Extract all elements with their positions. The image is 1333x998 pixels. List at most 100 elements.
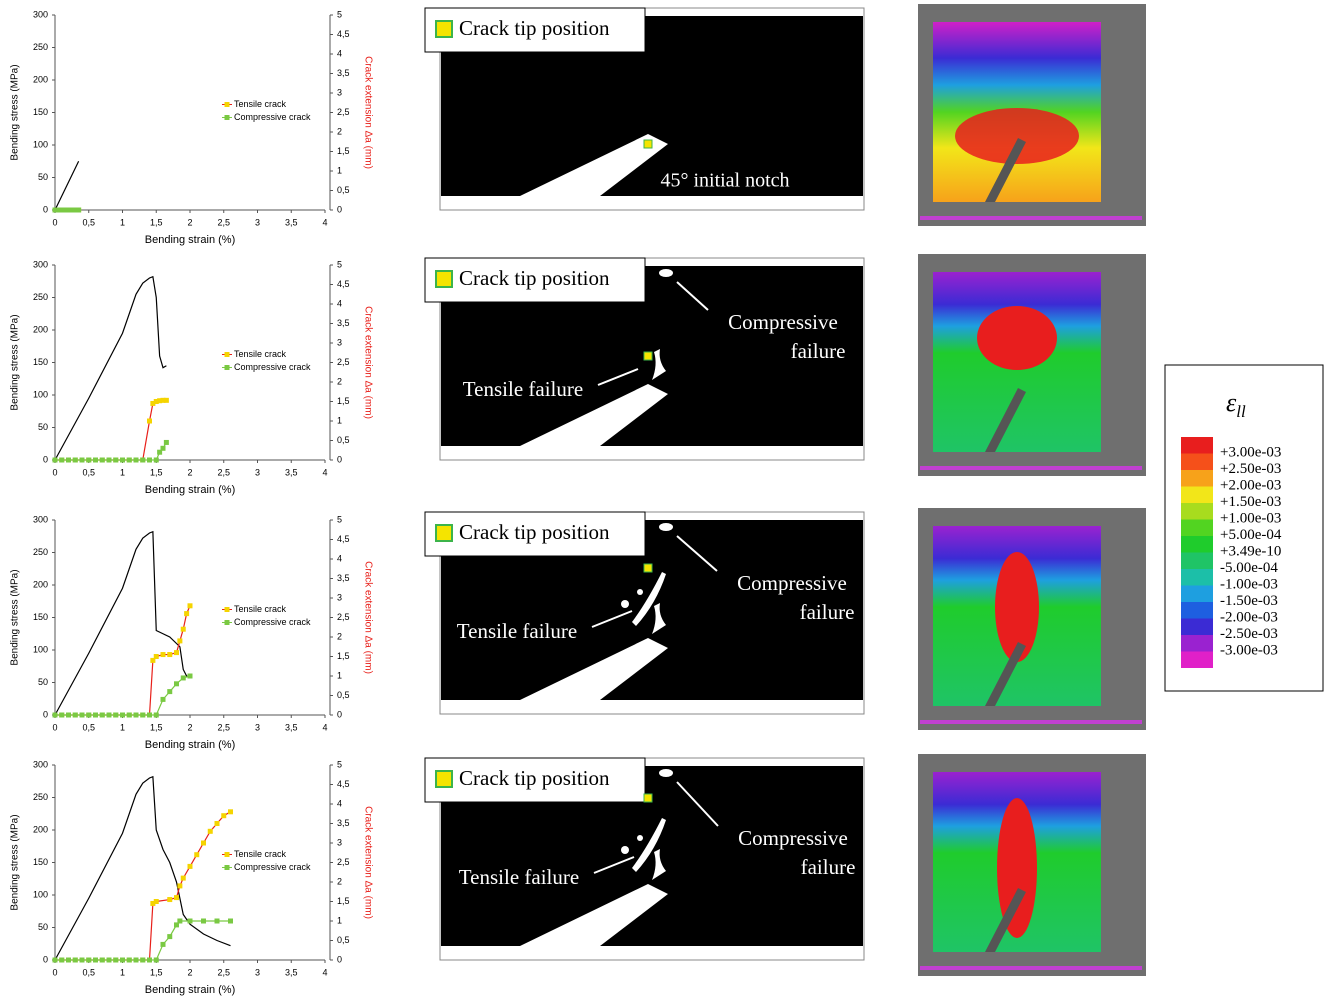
crack-tip-label: Crack tip position xyxy=(459,266,610,290)
legend-label: Tensile crack xyxy=(234,349,287,359)
legend-label: Compressive crack xyxy=(234,617,311,627)
marker xyxy=(86,957,92,963)
y2-tick-label: 5 xyxy=(337,259,342,269)
marker xyxy=(140,957,146,963)
legend-label: Tensile crack xyxy=(234,604,287,614)
y2-tick-label: 4 xyxy=(337,48,342,58)
y2-tick-label: 4 xyxy=(337,798,342,808)
y-tick-label: 300 xyxy=(33,514,48,524)
marker xyxy=(177,918,183,924)
y-tick-label: 250 xyxy=(33,547,48,557)
legend-marker xyxy=(224,607,230,612)
marker xyxy=(228,809,233,815)
marker xyxy=(174,922,179,928)
x-tick-label: 2,5 xyxy=(217,217,230,227)
y-axis-label: Bending stress (MPa) xyxy=(10,64,21,160)
x-tick-label: 3,5 xyxy=(285,467,298,477)
arrow xyxy=(676,781,719,827)
marker xyxy=(93,457,98,463)
y2-tick-label: 3,5 xyxy=(337,818,350,828)
marker xyxy=(174,681,179,687)
y-tick-label: 300 xyxy=(33,9,48,19)
notch xyxy=(520,638,668,700)
y2-tick-label: 1 xyxy=(337,915,342,925)
colorbar-label: -1.00e-03 xyxy=(1220,576,1278,592)
marker xyxy=(174,650,179,656)
marker xyxy=(147,712,152,718)
crack-tip-marker xyxy=(643,351,653,361)
series-line xyxy=(55,675,191,716)
marker xyxy=(194,852,200,858)
marker xyxy=(59,207,65,213)
x-tick-label: 2 xyxy=(187,217,192,227)
crack-tip-label: Crack tip position xyxy=(459,16,610,40)
y2-tick-label: 3 xyxy=(337,337,342,347)
y-tick-label: 50 xyxy=(38,922,48,932)
y2-tick-label: 3,5 xyxy=(337,68,350,78)
y-tick-label: 300 xyxy=(33,759,48,769)
notch xyxy=(985,888,1026,952)
x-tick-label: 0,5 xyxy=(82,217,95,227)
marker xyxy=(62,207,68,213)
x-tick-label: 0 xyxy=(52,967,57,977)
marker xyxy=(59,457,65,463)
marker xyxy=(113,957,119,963)
notch xyxy=(985,388,1026,452)
legend-label: Tensile crack xyxy=(234,849,287,859)
marker xyxy=(52,207,58,213)
legend-marker xyxy=(224,352,230,357)
y2-tick-label: 5 xyxy=(337,9,342,19)
notch xyxy=(985,138,1026,202)
marker xyxy=(228,918,233,924)
notch xyxy=(985,642,1026,706)
x-tick-label: 1 xyxy=(120,722,125,732)
y2-tick-label: 2 xyxy=(337,376,342,386)
x-tick-label: 2 xyxy=(187,467,192,477)
y2-tick-label: 1 xyxy=(337,670,342,680)
y2-tick-label: 0 xyxy=(337,454,342,464)
compressive-label: Compressive xyxy=(728,310,838,334)
arrow xyxy=(597,368,639,386)
debris xyxy=(637,589,643,595)
colorbar-label: +1.50e-03 xyxy=(1220,494,1281,510)
marker xyxy=(55,207,61,213)
colorbar-label: +2.00e-03 xyxy=(1220,477,1281,493)
y-tick-label: 250 xyxy=(33,792,48,802)
y-tick-label: 0 xyxy=(43,204,48,214)
marker xyxy=(147,457,152,463)
y2-tick-label: 5 xyxy=(337,759,342,769)
x-tick-label: 1,5 xyxy=(150,467,163,477)
series-line xyxy=(55,920,231,961)
marker xyxy=(214,821,220,826)
crack-tip-box xyxy=(424,257,646,303)
compressive-spot xyxy=(659,269,673,277)
y-tick-label: 100 xyxy=(33,889,48,899)
strain-zone xyxy=(997,798,1037,938)
marker xyxy=(72,957,78,963)
x-tick-label: 0 xyxy=(52,467,57,477)
colorbar-swatch xyxy=(1181,651,1213,668)
colorbar-label: -2.50e-03 xyxy=(1220,626,1278,642)
compressive-label: Compressive xyxy=(738,826,848,850)
y2-tick-label: 1 xyxy=(337,165,342,175)
notch xyxy=(520,384,668,446)
series-line xyxy=(55,442,167,461)
compressive-label: failure xyxy=(791,339,846,363)
marker xyxy=(150,400,156,406)
x-tick-label: 3,5 xyxy=(285,217,298,227)
tensile-branch xyxy=(632,818,666,872)
y2-tick-label: 0,5 xyxy=(337,690,350,700)
marker xyxy=(66,712,71,718)
marker xyxy=(113,712,119,718)
marker xyxy=(160,696,166,702)
legend-marker xyxy=(224,865,230,870)
colorbar-label: +3.49e-10 xyxy=(1220,543,1281,559)
marker xyxy=(153,654,159,659)
crack-tip-box xyxy=(424,757,646,803)
colorbar-swatch xyxy=(1181,536,1213,553)
marker xyxy=(52,457,58,463)
marker xyxy=(99,457,105,463)
colorbar-swatch xyxy=(1181,618,1213,635)
y2-tick-label: 0,5 xyxy=(337,935,350,945)
colorbar-swatch xyxy=(1181,552,1213,569)
